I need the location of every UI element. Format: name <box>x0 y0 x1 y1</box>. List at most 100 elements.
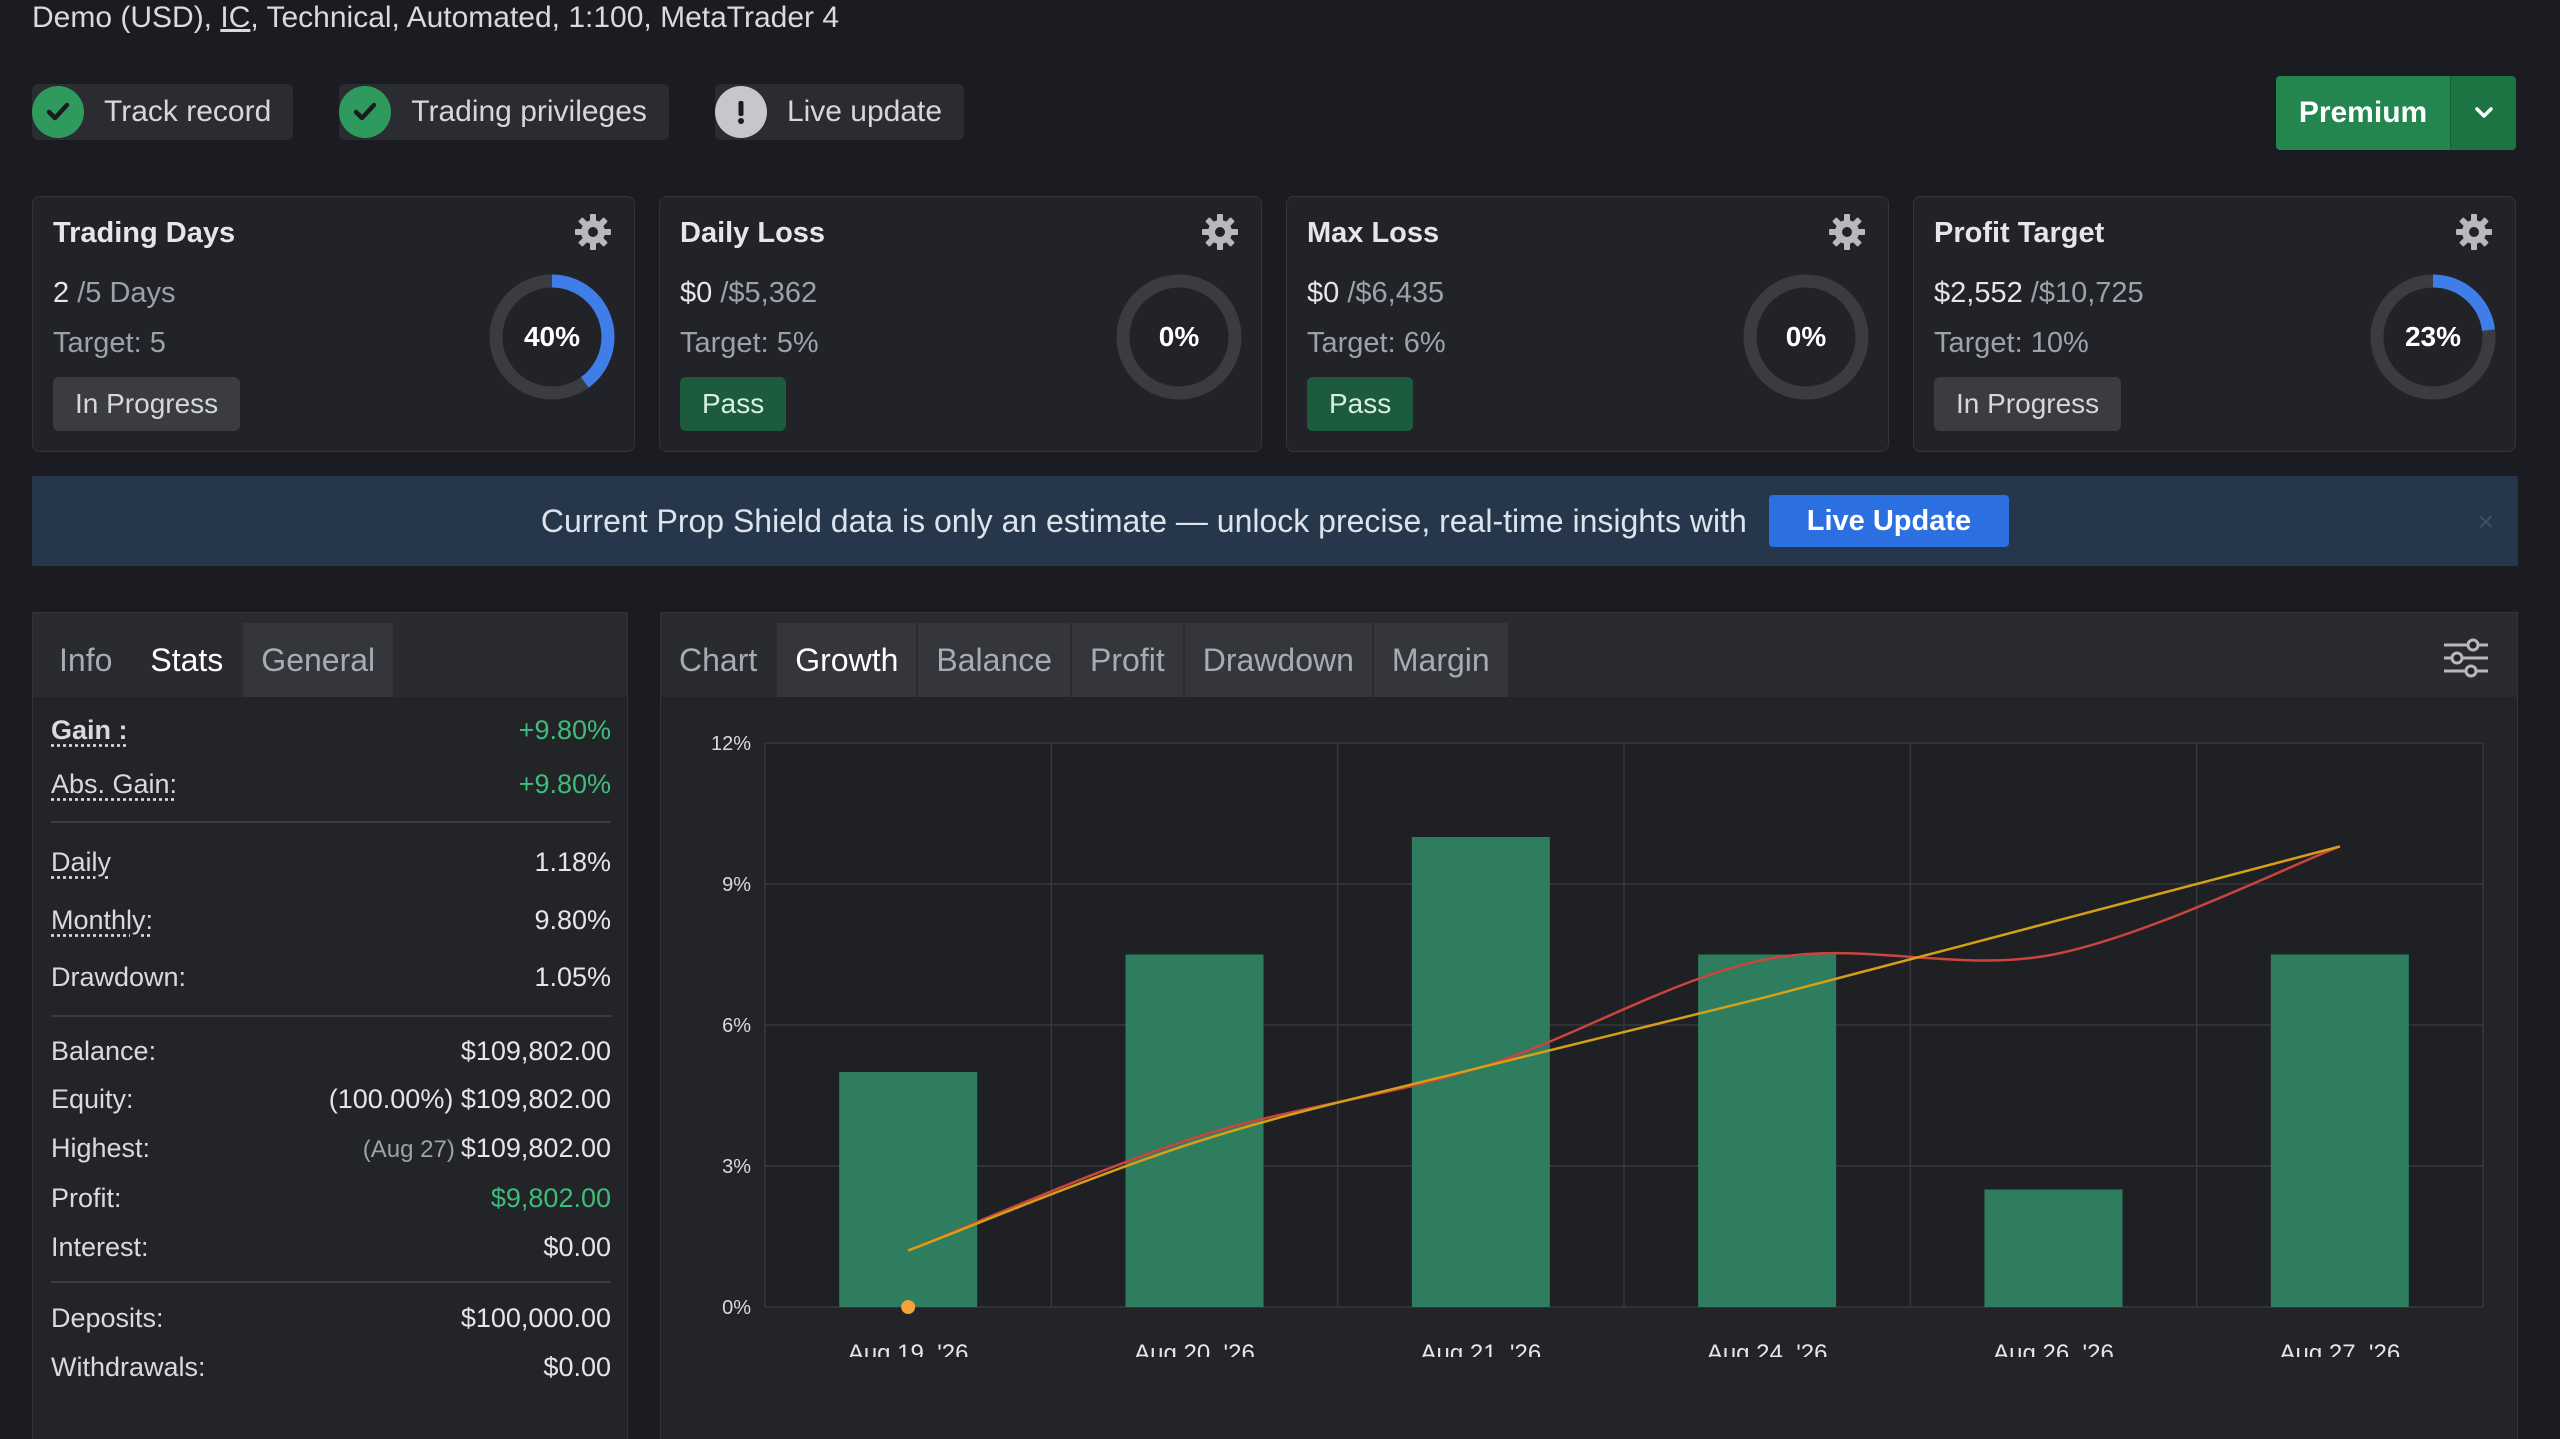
stat-value: +9.80% <box>518 768 611 799</box>
status-trading-privileges[interactable]: Trading privileges <box>339 84 669 140</box>
x-tick-label: Aug 24, '26 <box>1707 1340 1828 1357</box>
objective-cards: Trading Days 2 /5 Days Target: 5 In Prog… <box>32 196 2516 452</box>
broker-link[interactable]: IC <box>220 1 251 34</box>
gear-icon[interactable] <box>1199 211 1241 253</box>
tab-balance[interactable]: Balance <box>918 623 1071 697</box>
stat-label: Highest: <box>51 1132 151 1163</box>
status-label: Live update <box>786 95 943 128</box>
filter-settings-icon[interactable] <box>2441 633 2491 683</box>
status-live-update[interactable]: Live update <box>714 84 965 140</box>
tab-growth[interactable]: Growth <box>777 623 917 697</box>
stat-label: Equity: <box>51 1083 134 1114</box>
stats-panel: Info Stats General Gain : +9.80% Abs. Gai… <box>32 612 628 1439</box>
gear-icon[interactable] <box>1826 211 1868 253</box>
card-title: Profit Target <box>1934 217 2105 249</box>
stat-equity: Equity: (100.00%) $109,802.00 <box>51 1075 611 1123</box>
stats-tabs: Info Stats General <box>33 613 627 697</box>
progress-donut: 40% <box>486 271 618 403</box>
series-line <box>907 845 2341 1252</box>
status-badge: Pass <box>680 377 787 431</box>
stat-value: $0.00 <box>543 1231 611 1262</box>
stat-label[interactable]: Daily <box>51 846 112 877</box>
stat-label[interactable]: Gain : <box>51 714 128 745</box>
card-value: $0 /$5,362 <box>680 277 818 309</box>
stat-label[interactable]: Monthly: <box>51 904 154 935</box>
x-tick-label: Aug 21, '26 <box>1420 1340 1541 1357</box>
card-target: Target: 5 <box>53 327 166 359</box>
stat-label: Interest: <box>51 1231 149 1262</box>
card-value: 2 /5 Days <box>53 277 176 309</box>
chevron-down-icon <box>2474 107 2493 118</box>
card-title: Max Loss <box>1307 217 1440 249</box>
stat-value: $109,802.00 <box>460 1035 611 1066</box>
card-trading-days: Trading Days 2 /5 Days Target: 5 In Prog… <box>32 196 635 452</box>
tab-margin[interactable]: Margin <box>1373 623 1508 697</box>
gear-icon[interactable] <box>572 211 614 253</box>
stat-value: +9.80% <box>518 714 611 745</box>
exclamation-icon <box>714 86 767 138</box>
card-target: Target: 6% <box>1307 327 1446 359</box>
stat-interest: Interest: $0.00 <box>51 1223 611 1271</box>
stat-label[interactable]: Abs. Gain: <box>51 768 178 799</box>
stat-value: 1.18% <box>534 846 611 877</box>
gear-icon[interactable] <box>2453 211 2495 253</box>
x-tick-label: Aug 27, '26 <box>2279 1340 2400 1357</box>
tab-profit[interactable]: Profit <box>1072 623 1183 697</box>
stat-deposits: Deposits: $100,000.00 <box>51 1293 611 1343</box>
y-tick-label: 6% <box>722 1015 751 1037</box>
y-tick-label: 12% <box>711 733 751 755</box>
stat-abs-gain: Abs. Gain: +9.80% <box>51 757 611 811</box>
live-update-button[interactable]: Live Update <box>1768 495 2010 547</box>
tab-general[interactable]: General <box>243 623 394 697</box>
check-icon <box>32 86 84 138</box>
bar <box>1125 954 1264 1307</box>
progress-donut: 0% <box>1740 271 1872 403</box>
status-row: Track record Trading privileges Live upd… <box>32 84 965 140</box>
stat-value: $0.00 <box>543 1351 611 1382</box>
card-profit-target: Profit Target $2,552 /$10,725 Target: 10… <box>1913 196 2516 452</box>
x-tick-label: Aug 19, '26 <box>848 1340 969 1357</box>
tab-info[interactable]: Info <box>59 641 113 678</box>
status-track-record[interactable]: Track record <box>32 84 294 140</box>
account-summary: Demo (USD), IC, Technical, Automated, 1:… <box>32 0 839 36</box>
donut-label: 0% <box>1158 321 1200 352</box>
y-tick-label: 9% <box>722 874 751 896</box>
donut-label: 0% <box>1785 321 1827 352</box>
card-daily-loss: Daily Loss $0 /$5,362 Target: 5% Pass 0% <box>659 196 1262 452</box>
premium-button[interactable]: Premium <box>2276 76 2450 150</box>
x-tick-label: Aug 26, '26 <box>1993 1340 2114 1357</box>
account-suffix: , Technical, Automated, 1:100, MetaTrade… <box>250 1 840 34</box>
stat-prefix: (Aug 27) <box>362 1135 455 1163</box>
data-marker <box>901 1300 916 1314</box>
stat-prefix: (100.00%) <box>328 1083 454 1114</box>
chart-panel: Chart Growth Balance Profit Drawdown Mar… <box>660 612 2518 1439</box>
premium-button-group: Premium <box>2276 76 2516 150</box>
x-tick-label: Aug 20, '26 <box>1134 1340 1255 1357</box>
progress-donut: 23% <box>2367 271 2499 403</box>
divider <box>51 1015 611 1017</box>
stat-balance: Balance: $109,802.00 <box>51 1027 611 1075</box>
bar <box>839 1072 978 1307</box>
close-icon[interactable]: × <box>2477 506 2494 537</box>
premium-dropdown-toggle[interactable] <box>2450 76 2516 150</box>
stat-label: Deposits: <box>51 1302 164 1333</box>
stat-monthly: Monthly: 9.80% <box>51 891 611 949</box>
tab-stats[interactable]: Stats <box>150 641 224 678</box>
stats-body: Gain : +9.80% Abs. Gain: +9.80% Daily 1.18%… <box>33 703 627 1391</box>
bar <box>2270 954 2409 1307</box>
donut-label: 23% <box>2404 321 2462 352</box>
stat-value: 9.80% <box>534 904 611 935</box>
card-title: Trading Days <box>53 217 236 249</box>
card-target: Target: 5% <box>680 327 819 359</box>
progress-donut: 0% <box>1113 271 1245 403</box>
status-badge: In Progress <box>53 377 241 431</box>
prop-shield-banner: Current Prop Shield data is only an esti… <box>32 476 2518 566</box>
tab-chart[interactable]: Chart <box>679 641 758 678</box>
bar <box>1698 954 1837 1307</box>
tab-drawdown[interactable]: Drawdown <box>1184 623 1372 697</box>
stat-value: $109,802.00 <box>460 1132 611 1163</box>
card-target: Target: 10% <box>1934 327 2089 359</box>
stat-value: 1.05% <box>534 961 611 992</box>
banner-text: Current Prop Shield data is only an esti… <box>540 502 1747 539</box>
donut-label: 40% <box>523 321 581 352</box>
